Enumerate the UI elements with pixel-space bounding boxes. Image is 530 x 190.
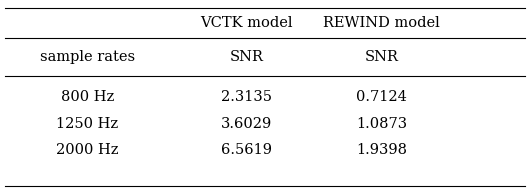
Text: 1.9398: 1.9398 [356,143,407,157]
Text: REWIND model: REWIND model [323,16,440,30]
Text: 3.6029: 3.6029 [221,116,272,131]
Text: 1.0873: 1.0873 [356,116,407,131]
Text: SNR: SNR [229,50,263,64]
Text: SNR: SNR [365,50,399,64]
Text: 800 Hz: 800 Hz [61,90,114,104]
Text: 0.7124: 0.7124 [356,90,407,104]
Text: VCTK model: VCTK model [200,16,293,30]
Text: 1250 Hz: 1250 Hz [56,116,119,131]
Text: sample rates: sample rates [40,50,135,64]
Text: 2.3135: 2.3135 [221,90,272,104]
Text: 2000 Hz: 2000 Hz [56,143,119,157]
Text: 6.5619: 6.5619 [221,143,272,157]
